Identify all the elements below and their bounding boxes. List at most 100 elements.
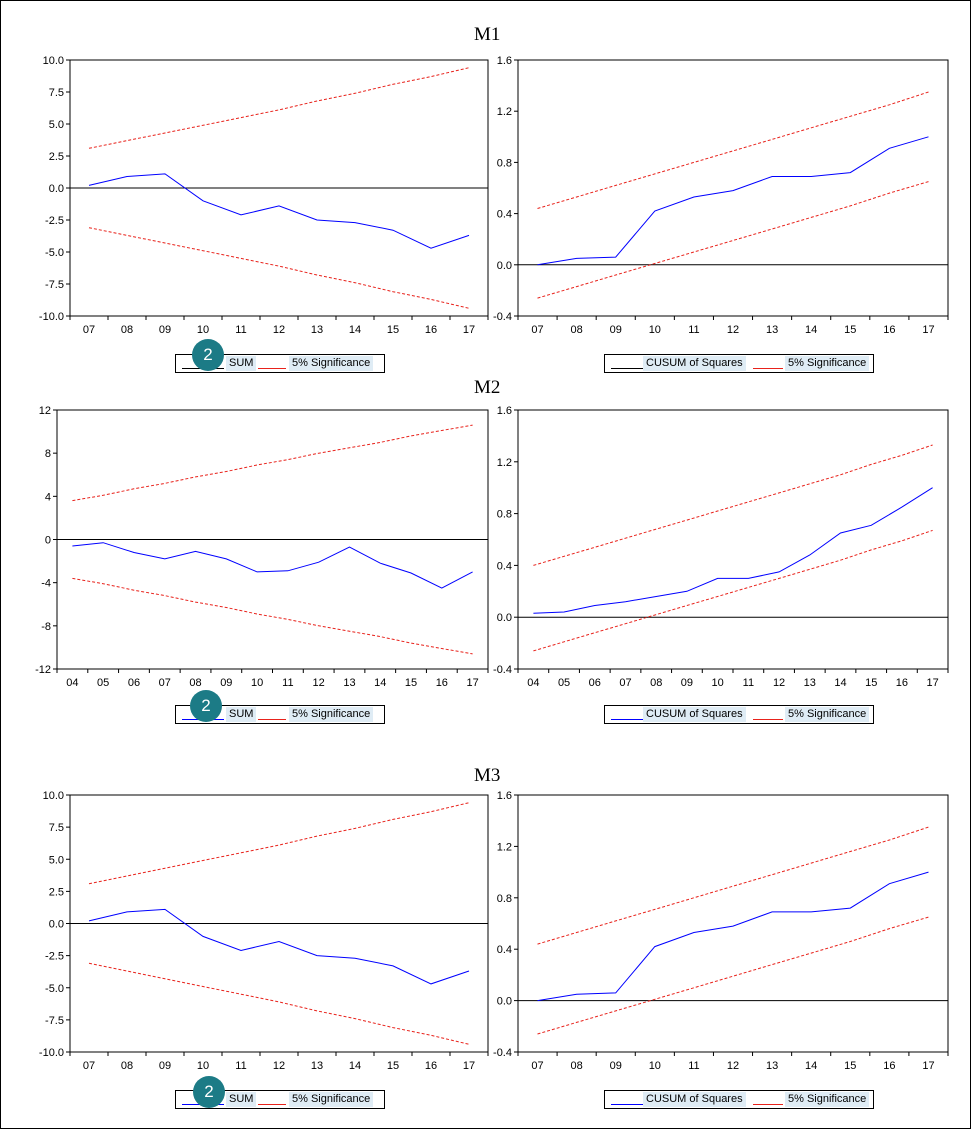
legend-cusum-m3: SUM 5% Significance [175, 1090, 385, 1109]
upper-5pct-bound [88, 802, 470, 885]
x-tick-label: 14 [805, 1060, 817, 1072]
x-tick-label: 06 [589, 677, 601, 689]
x-tick-label: 12 [727, 1060, 739, 1072]
plot-area [517, 794, 949, 1053]
y-tick-label: 0.0 [497, 996, 512, 1008]
x-tick-label: 14 [374, 677, 386, 689]
y-tick-label: -8 [41, 621, 51, 633]
x-tick-label: 15 [405, 677, 417, 689]
y-tick-label: 2.5 [49, 151, 64, 163]
y-tick-label: -10.0 [39, 311, 64, 323]
lower-5pct-bound [533, 529, 933, 652]
legend-swatch-significance [753, 1104, 783, 1105]
y-tick-label: 10.0 [43, 790, 64, 802]
x-tick-label: 13 [311, 324, 323, 336]
y-tick-label: -2.5 [45, 215, 64, 227]
x-tick-label: 05 [97, 677, 109, 689]
panel-title-m1: M1 [474, 24, 501, 45]
x-tick-label: 14 [349, 1060, 361, 1072]
x-tick-label: 17 [922, 324, 934, 336]
x-tick-label: 04 [527, 677, 539, 689]
x-tick-label: 17 [922, 1060, 934, 1072]
legend-label-cusum: SUM [226, 356, 257, 371]
upper-5pct-bound [533, 444, 933, 566]
plot-area [517, 59, 949, 317]
y-tick-label: 0.0 [49, 919, 64, 931]
x-tick-label: 17 [463, 1060, 475, 1072]
x-tick-label: 16 [883, 324, 895, 336]
upper-5pct-bound [72, 424, 473, 502]
x-tick-label: 11 [688, 1060, 699, 1072]
y-tick-label: -2.5 [45, 951, 64, 963]
x-tick-label: 14 [349, 324, 361, 336]
x-tick-label: 05 [558, 677, 570, 689]
y-tick-label: -5.0 [45, 983, 64, 995]
legend-label-significance: 5% Significance [289, 356, 374, 371]
x-tick-label: 10 [649, 324, 661, 336]
y-tick-label: -7.5 [45, 279, 64, 291]
x-tick-label: 04 [66, 677, 78, 689]
x-tick-label: 10 [197, 1060, 209, 1072]
legend-label-cusum-squares: CUSUM of Squares [643, 707, 746, 722]
x-tick-label: 07 [531, 1060, 543, 1072]
x-tick-label: 10 [712, 677, 724, 689]
legend-swatch-significance [258, 719, 286, 720]
y-tick-label: 0.4 [497, 209, 512, 221]
x-tick-label: 14 [834, 677, 846, 689]
cusum-squares-line [533, 487, 933, 614]
x-tick-label: 13 [804, 677, 816, 689]
y-tick-label: 1.2 [497, 106, 512, 118]
y-tick-label: -5.0 [45, 247, 64, 259]
legend-label-significance: 5% Significance [289, 707, 374, 722]
legend-swatch-cusum-squares [611, 1104, 645, 1105]
x-tick-label: 06 [128, 677, 140, 689]
x-tick-label: 15 [844, 1060, 856, 1072]
annotation-badge[interactable]: 2 [190, 690, 222, 722]
x-tick-label: 12 [313, 677, 325, 689]
x-tick-label: 17 [463, 324, 475, 336]
legend-swatch-cusum-squares [611, 719, 645, 720]
y-tick-label: -10.0 [39, 1047, 64, 1059]
y-tick-label: 0.0 [497, 260, 512, 272]
y-tick-label: -0.4 [493, 1047, 512, 1059]
annotation-badge[interactable]: 2 [193, 1076, 225, 1108]
legend-swatch-significance [753, 719, 783, 720]
y-tick-label: -0.4 [493, 311, 512, 323]
legend-label-significance: 5% Significance [785, 707, 870, 722]
x-tick-label: 09 [220, 677, 232, 689]
y-tick-label: -4 [41, 578, 51, 590]
x-tick-label: 07 [83, 1060, 95, 1072]
x-tick-label: 11 [235, 1060, 246, 1072]
y-tick-label: 1.2 [497, 841, 512, 853]
x-tick-label: 15 [387, 324, 399, 336]
x-tick-label: 09 [610, 1060, 622, 1072]
y-tick-label: 5.0 [49, 119, 64, 131]
x-tick-label: 11 [688, 324, 699, 336]
x-tick-label: 14 [805, 324, 817, 336]
x-tick-label: 15 [865, 677, 877, 689]
legend-label-cusum: SUM [226, 707, 257, 722]
x-tick-label: 13 [766, 1060, 778, 1072]
x-tick-label: 10 [251, 677, 263, 689]
legend-label-significance: 5% Significance [289, 1092, 374, 1107]
lower-5pct-bound [88, 227, 470, 309]
x-tick-label: 07 [83, 324, 95, 336]
x-tick-label: 13 [766, 324, 778, 336]
legend-cusum-squares-m2: CUSUM of Squares 5% Significance [604, 705, 874, 724]
x-tick-label: 16 [425, 1060, 437, 1072]
y-tick-label: 10.0 [43, 55, 64, 67]
x-tick-label: 08 [571, 324, 583, 336]
x-tick-label: 11 [282, 677, 293, 689]
upper-5pct-bound [537, 826, 929, 945]
y-tick-label: 0.0 [497, 612, 512, 624]
cusum-squares-line [537, 871, 929, 1002]
legend-cusum-m2: SUM 5% Significance [175, 705, 385, 724]
panel-title-m2: M2 [474, 377, 501, 398]
annotation-badge[interactable]: 2 [192, 339, 224, 371]
legend-cusum-squares-m3: CUSUM of Squares 5% Significance [604, 1090, 874, 1109]
y-tick-label: 8 [45, 448, 51, 460]
x-tick-label: 10 [649, 1060, 661, 1072]
plot-area [517, 409, 949, 670]
y-tick-label: -12 [35, 664, 51, 676]
legend-cusum-squares-m1: CUSUM of Squares 5% Significance [604, 354, 874, 373]
